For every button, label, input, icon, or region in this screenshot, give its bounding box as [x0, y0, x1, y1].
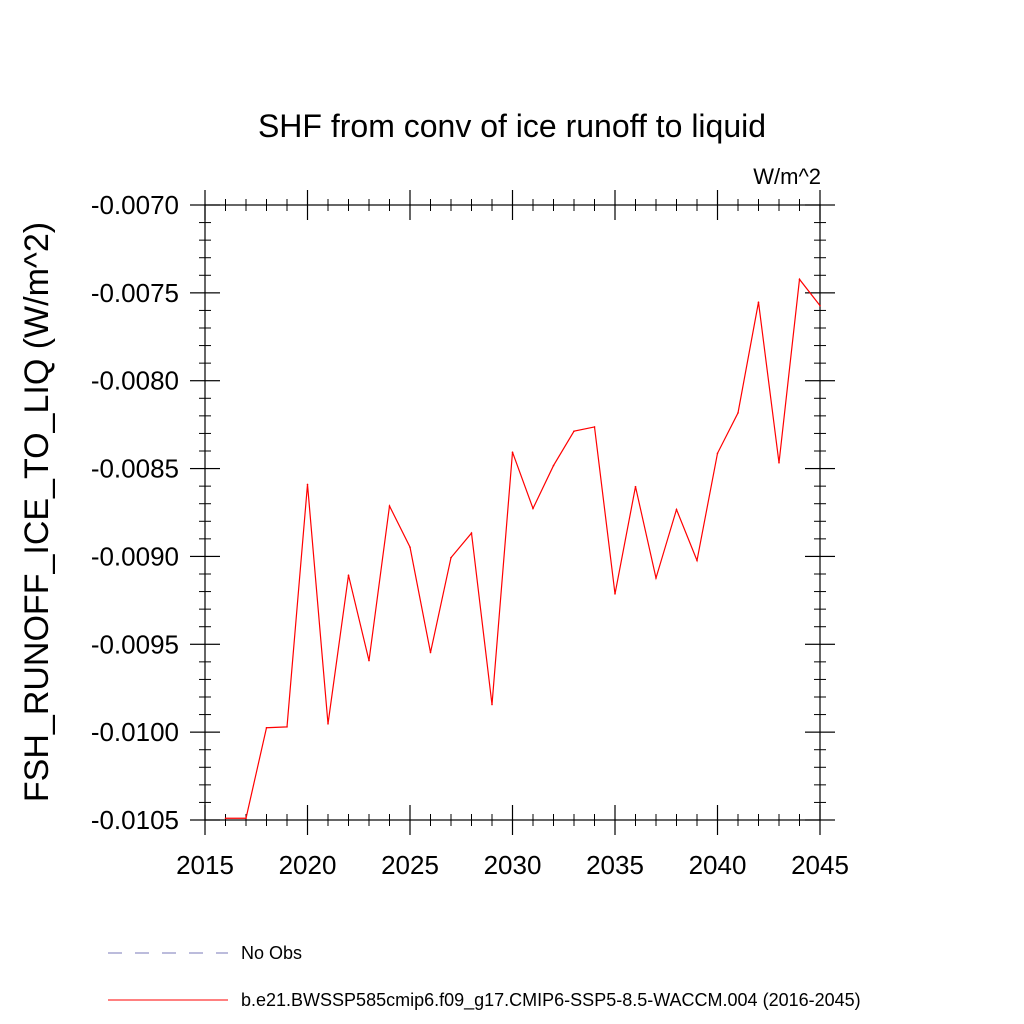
- data-point: [224, 817, 227, 820]
- data-point: [450, 556, 452, 559]
- data-point: [737, 412, 739, 414]
- major-ticks: [190, 190, 835, 835]
- legend-label: No Obs: [241, 943, 302, 963]
- data-point: [716, 452, 719, 455]
- minor-ticks: [199, 199, 826, 826]
- data-point: [429, 651, 432, 654]
- x-tick-label: 2020: [279, 850, 337, 880]
- y-tick-label: -0.0105: [91, 805, 179, 835]
- legend-label: b.e21.BWSSP585cmip6.f09_g17.CMIP6-SSP5-8…: [241, 990, 861, 1011]
- y-tick-label: -0.0100: [91, 717, 179, 747]
- data-point: [757, 301, 760, 303]
- y-tick-label: -0.0095: [91, 629, 179, 659]
- data-point: [778, 461, 780, 464]
- data-point: [655, 577, 657, 579]
- chart-title: SHF from conv of ice runoff to liquid: [258, 108, 766, 144]
- data-point: [306, 483, 309, 486]
- y-tick-label: -0.0085: [91, 454, 179, 484]
- data-point: [798, 278, 801, 281]
- x-tick-label: 2015: [176, 850, 234, 880]
- y-tick-label: -0.0080: [91, 366, 179, 396]
- data-point: [696, 559, 698, 562]
- data-point: [634, 485, 637, 488]
- data-point: [491, 703, 493, 706]
- series-layer: [224, 277, 821, 820]
- data-point: [265, 726, 268, 729]
- x-tick-label: 2025: [381, 850, 439, 880]
- data-point: [552, 464, 555, 467]
- data-point: [470, 532, 473, 534]
- y-tick-label: -0.0070: [91, 190, 179, 220]
- y-tick-label: -0.0090: [91, 541, 179, 571]
- x-tick-label: 2040: [689, 850, 747, 880]
- y-tick-label: -0.0075: [91, 278, 179, 308]
- data-point: [573, 430, 575, 432]
- x-tick-label: 2030: [484, 850, 542, 880]
- data-point: [511, 451, 514, 454]
- data-point: [819, 304, 821, 307]
- data-point: [593, 426, 596, 428]
- y-axis-label: FSH_RUNOFF_ICE_TO_LIQ (W/m^2): [18, 222, 56, 802]
- legend: No Obs b.e21.BWSSP585cmip6.f09_g17.CMIP6-…: [108, 943, 861, 1011]
- units-label: W/m^2: [753, 164, 821, 189]
- data-point: [245, 817, 247, 820]
- data-point: [388, 505, 391, 507]
- x-tick-label: 2035: [586, 850, 644, 880]
- data-point: [286, 726, 288, 728]
- plot-frame: [204, 204, 821, 821]
- data-point: [409, 546, 411, 548]
- data-point: [675, 508, 678, 511]
- x-tick-labels: 2015 2020 2025 2030 2035 2040 2045: [176, 850, 849, 880]
- data-point: [614, 593, 616, 595]
- data-point: [347, 574, 350, 577]
- data-point: [532, 507, 534, 510]
- series-line: [225, 277, 821, 819]
- data-point: [368, 659, 370, 662]
- data-point: [327, 723, 329, 725]
- x-tick-label: 2045: [791, 850, 849, 880]
- y-tick-labels: -0.0105 -0.0100 -0.0095 -0.0090 -0.0085 -0.00…: [91, 190, 179, 835]
